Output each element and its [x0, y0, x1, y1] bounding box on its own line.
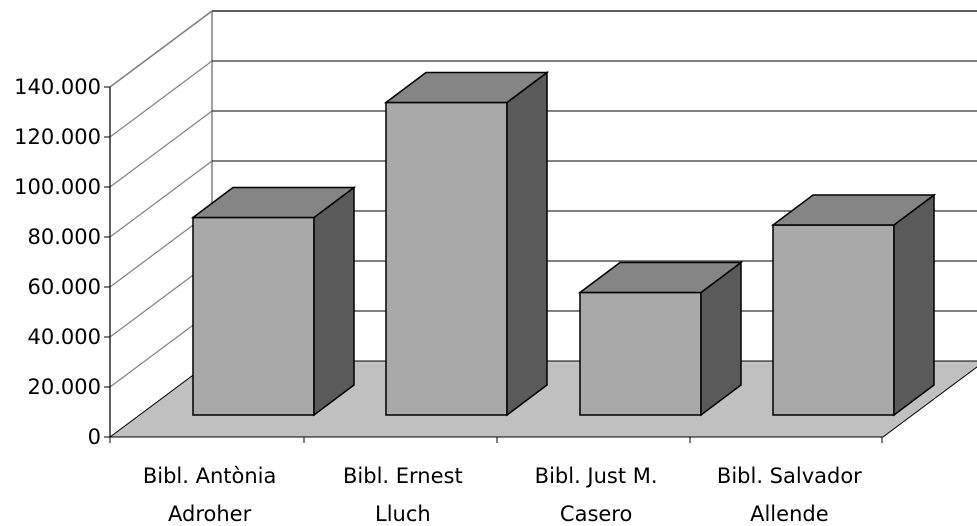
side-gridline	[109, 110, 213, 188]
bar-side	[313, 186, 355, 417]
bar-2	[383, 71, 550, 417]
y-tick-label: 120.000	[14, 125, 101, 149]
side-gridline	[109, 60, 213, 138]
x-category-label: Casero	[560, 502, 632, 526]
x-category-label: Bibl. Salvador	[717, 464, 862, 488]
y-tick-label: 80.000	[28, 225, 101, 249]
bar-front	[192, 216, 315, 416]
bar-front	[772, 224, 895, 416]
bar-top	[190, 186, 357, 219]
x-category-label: Bibl. Ernest	[343, 464, 463, 488]
x-category-label: Lluch	[375, 502, 431, 526]
bar-side	[506, 71, 548, 417]
axes	[104, 86, 883, 443]
bar-1	[190, 186, 357, 417]
y-tick-label: 140.000	[14, 75, 101, 99]
y-tick-label: 100.000	[14, 175, 101, 199]
bar-4	[770, 193, 937, 417]
y-tick-label: 40.000	[28, 325, 101, 349]
bar-top	[383, 71, 550, 104]
bars	[190, 71, 937, 417]
bar-3	[577, 261, 744, 417]
y-axis-tick-labels: 0 20.000 40.000 60.000 80.000 100.000 120.000 1…	[14, 75, 101, 449]
side-gridline	[109, 160, 213, 238]
x-category-label: Bibl. Just M.	[535, 464, 658, 488]
x-category-label: Allende	[750, 502, 829, 526]
y-tick-label: 60.000	[28, 275, 101, 299]
x-category-label: Bibl. Antònia	[143, 464, 277, 488]
x-axis-category-labels: Bibl. Antònia Adroher Bibl. Ernest Lluch Bib…	[143, 464, 862, 526]
bar-top	[577, 261, 744, 294]
bar-side	[893, 193, 935, 417]
bar-front	[385, 101, 508, 416]
side-gridline	[109, 10, 213, 88]
x-category-label: Adroher	[168, 502, 252, 526]
bar-front	[579, 291, 702, 416]
y-tick-label: 0	[88, 425, 101, 449]
y-tick-label: 20.000	[28, 375, 101, 399]
bar-top	[770, 194, 937, 226]
